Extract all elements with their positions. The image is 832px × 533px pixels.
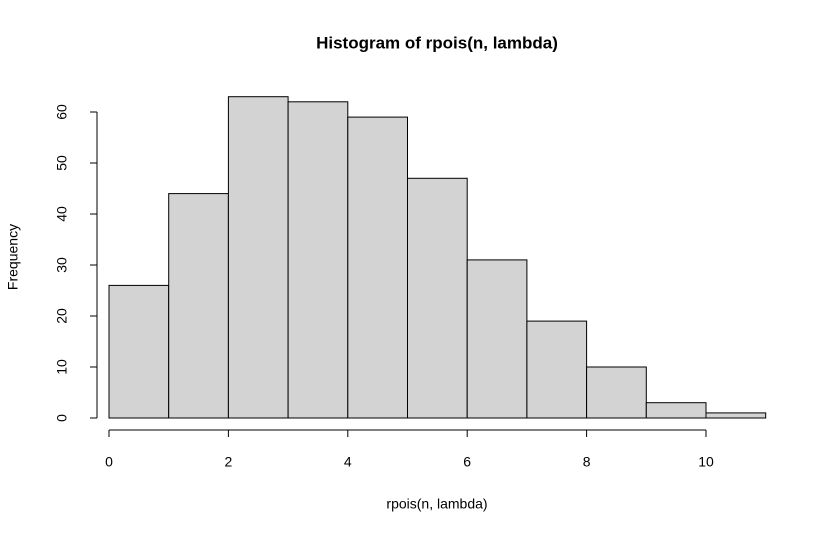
bar xyxy=(526,320,588,419)
x-tick-label: 6 xyxy=(463,454,471,470)
bar xyxy=(586,366,647,419)
y-tick-label: 20 xyxy=(54,308,70,324)
y-tick-label: 10 xyxy=(54,359,70,375)
bar xyxy=(287,101,349,419)
x-tick-label: 10 xyxy=(698,454,714,470)
y-tick-label: 0 xyxy=(54,414,70,422)
bar xyxy=(645,402,707,419)
bar xyxy=(227,96,289,419)
bar xyxy=(168,193,229,419)
y-tick-label: 50 xyxy=(54,155,70,171)
x-axis-label: rpois(n, lambda) xyxy=(386,496,487,512)
bar xyxy=(705,412,767,419)
x-tick-label: 4 xyxy=(344,454,352,470)
x-tick-label: 8 xyxy=(583,454,591,470)
y-tick-label: 40 xyxy=(54,206,70,222)
y-tick-label: 30 xyxy=(54,257,70,273)
y-axis-label: Frequency xyxy=(5,224,21,290)
x-tick-label: 0 xyxy=(105,454,113,470)
bar xyxy=(407,177,468,419)
x-tick-label: 2 xyxy=(225,454,233,470)
bar xyxy=(347,116,408,419)
bar xyxy=(108,284,170,419)
bar xyxy=(466,259,528,419)
chart-title: Histogram of rpois(n, lambda) xyxy=(316,33,558,52)
y-tick-label: 60 xyxy=(54,104,70,120)
